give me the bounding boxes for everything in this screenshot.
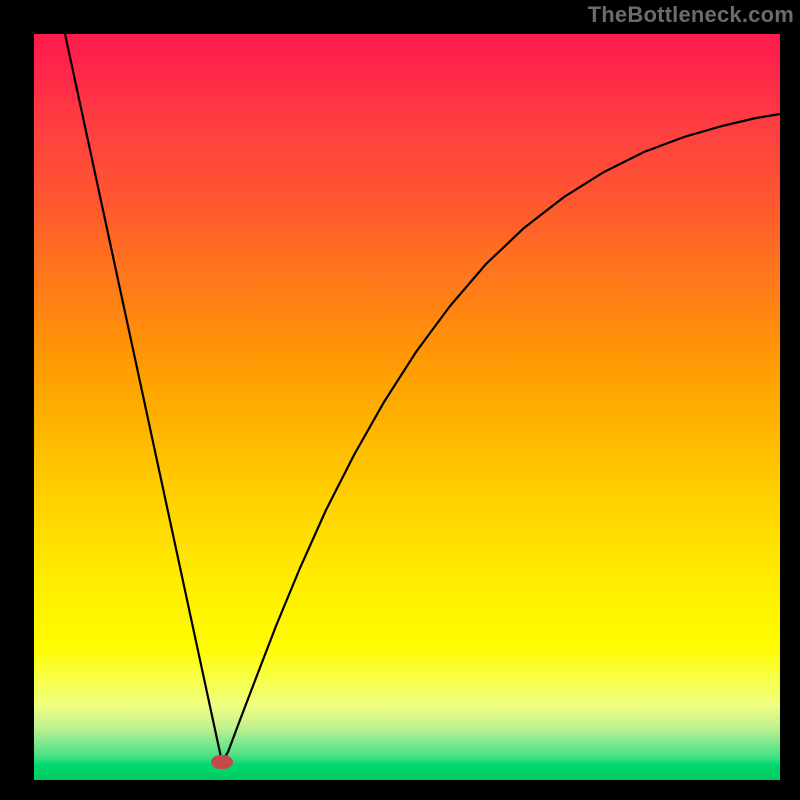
watermark-text: TheBottleneck.com — [588, 2, 794, 28]
chart-container: TheBottleneck.com — [0, 0, 800, 800]
curve-layer — [0, 0, 800, 800]
bottleneck-curve — [62, 20, 780, 762]
minimum-marker — [211, 755, 233, 769]
